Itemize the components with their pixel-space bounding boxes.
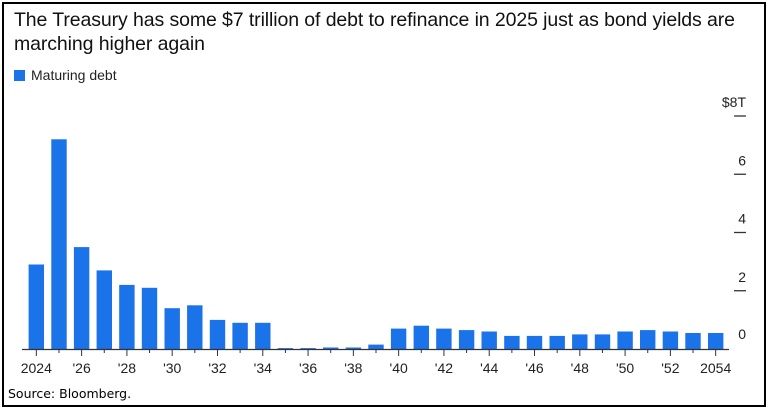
- bar-2040: [390, 328, 407, 349]
- bar-2034: [255, 322, 271, 349]
- bar-2027: [96, 270, 112, 349]
- source-note: Source: Bloomberg.: [8, 386, 132, 401]
- y-tick-label-0: 0: [738, 326, 746, 342]
- bar-2032: [209, 319, 226, 349]
- bar-2035: [277, 348, 294, 349]
- bar-2039: [368, 344, 384, 349]
- bar-2025: [51, 139, 67, 349]
- bar-2031: [187, 305, 203, 349]
- x-tick-label-2046: '46: [525, 360, 543, 376]
- x-tick-label-2052: '52: [661, 360, 679, 376]
- bar-2045: [504, 335, 520, 349]
- legend-swatch: [14, 69, 25, 81]
- x-axis: 2024 '26 '28 '30 '32 '34 '36 '38 '40 '42 '44 '46 '48…: [21, 348, 731, 376]
- y-axis: 0 2 4 6 $8T: [722, 94, 747, 342]
- bar-2030: [164, 308, 180, 349]
- bar-2050: [617, 331, 633, 349]
- x-tick-label-2050: '50: [616, 360, 634, 376]
- x-tick-label-2026: '26: [72, 360, 90, 376]
- bar-2038: [345, 347, 362, 349]
- bar-2036: [300, 348, 316, 349]
- x-tick-label-2040: '40: [390, 360, 408, 376]
- bar-2024: [28, 264, 44, 349]
- y-tick-label-6: 6: [738, 152, 746, 168]
- x-tick-label-2024: 2024: [21, 360, 52, 376]
- x-tick-label-2038: '38: [344, 360, 362, 376]
- legend-label: Maturing debt: [31, 67, 117, 83]
- bar-2029: [141, 287, 158, 349]
- x-tick-label-2034: '34: [254, 360, 272, 376]
- x-tick-label-2036: '36: [299, 360, 317, 376]
- bar-2043: [458, 330, 475, 349]
- bar-2033: [232, 322, 248, 349]
- bar-2041: [413, 325, 429, 349]
- y-tick-label-2: 2: [738, 269, 746, 285]
- bar-2048: [572, 334, 588, 349]
- x-tick-label-2030: '30: [163, 360, 181, 376]
- bar-2054: [708, 333, 724, 349]
- bars-group: [28, 139, 724, 349]
- x-tick-label-2042: '42: [435, 360, 453, 376]
- bar-2053: [685, 333, 701, 349]
- y-tick-label-8: $8T: [722, 94, 747, 110]
- bar-2042: [436, 328, 452, 349]
- bar-2044: [481, 331, 497, 349]
- bar-2037: [323, 347, 339, 349]
- bar-2046: [526, 335, 543, 349]
- y-tick-label-4: 4: [738, 211, 746, 227]
- bar-2028: [119, 284, 135, 349]
- legend: Maturing debt: [14, 67, 117, 83]
- x-tick-label-2032: '32: [208, 360, 226, 376]
- chart-title: The Treasury has some $7 trillion of deb…: [14, 9, 735, 55]
- x-tick-label-2028: '28: [118, 360, 136, 376]
- bar-2052: [662, 331, 679, 349]
- bar-2026: [73, 247, 90, 349]
- bar-2047: [549, 335, 565, 349]
- x-tick-label-2048: '48: [571, 360, 589, 376]
- bar-2049: [594, 334, 611, 349]
- x-tick-label-2044: '44: [480, 360, 498, 376]
- x-tick-label-2054: 2054: [700, 360, 731, 376]
- bar-2051: [640, 330, 656, 349]
